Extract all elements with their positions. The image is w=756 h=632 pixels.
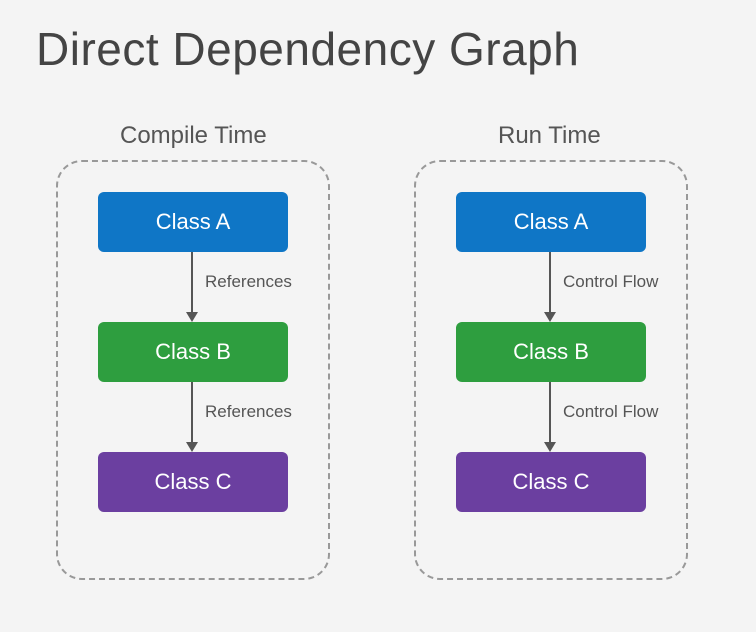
edge-compile-b-c-label: References [205, 402, 292, 422]
edge-compile-a-b-line [191, 252, 193, 312]
panel-label-compile: Compile Time [120, 122, 267, 150]
node-compile-class-c: Class C [98, 452, 288, 512]
node-compile-class-a: Class A [98, 192, 288, 252]
edge-compile-a-b-head [186, 312, 198, 322]
edge-compile-a-b-label: References [205, 272, 292, 292]
node-runtime-class-b: Class B [456, 322, 646, 382]
diagram-title: Direct Dependency Graph [36, 22, 579, 76]
edge-runtime-b-c-line [549, 382, 551, 442]
edge-runtime-b-c-label: Control Flow [563, 402, 658, 422]
edge-runtime-a-b-line [549, 252, 551, 312]
edge-compile-b-c-line [191, 382, 193, 442]
panel-label-runtime: Run Time [498, 122, 601, 150]
node-runtime-class-a: Class A [456, 192, 646, 252]
edge-runtime-a-b-head [544, 312, 556, 322]
edge-runtime-a-b-label: Control Flow [563, 272, 658, 292]
node-runtime-class-c: Class C [456, 452, 646, 512]
edge-compile-b-c-head [186, 442, 198, 452]
edge-runtime-b-c-head [544, 442, 556, 452]
node-compile-class-b: Class B [98, 322, 288, 382]
